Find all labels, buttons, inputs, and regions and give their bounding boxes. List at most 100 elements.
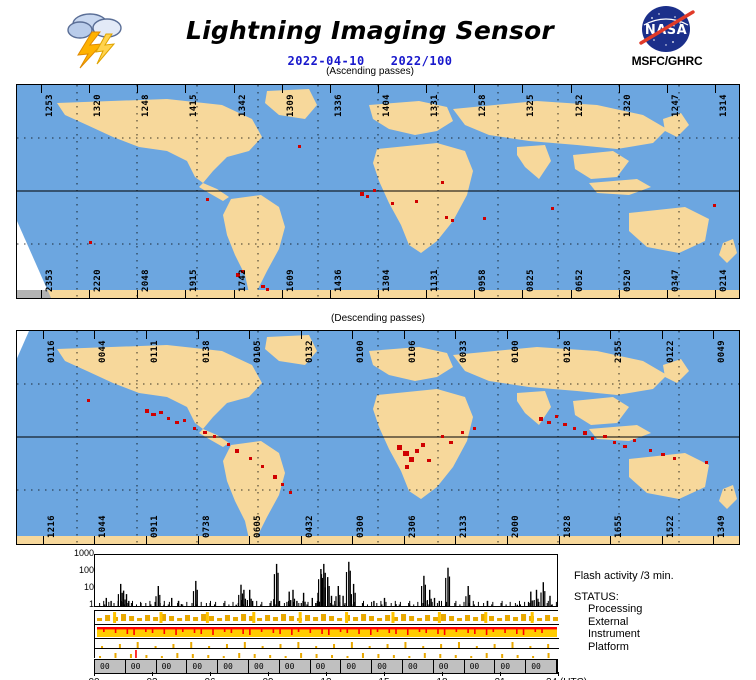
- status-panel[interactable]: [94, 610, 559, 658]
- orbit-time-label: 0911: [149, 515, 160, 538]
- flash-chart-y-axis: 1000 100 10 1: [50, 548, 94, 609]
- orbit-time-label: 0652: [574, 269, 585, 292]
- ascending-map-canvas: [17, 85, 739, 298]
- orbit-time-label: 1247: [670, 94, 681, 117]
- orbit-segment[interactable]: 00: [436, 660, 465, 673]
- status-row-processing: [95, 611, 559, 624]
- flash-activity-plot[interactable]: [94, 554, 558, 607]
- orbit-tick-mark: [137, 85, 139, 93]
- x-axis-label: 03: [146, 677, 157, 680]
- orbit-time-label: 1252: [574, 94, 585, 117]
- orbit-segment[interactable]: 00: [343, 660, 373, 673]
- orbit-segment[interactable]: 00: [497, 660, 527, 673]
- orbit-segment[interactable]: 00: [313, 660, 342, 673]
- status-row-external: [95, 625, 559, 638]
- orbit-time-label: 2000: [510, 515, 521, 538]
- orbit-time-label: 1304: [382, 269, 392, 292]
- x-axis-label: 18: [436, 677, 447, 680]
- orbit-tick-mark: [145, 536, 147, 544]
- orbit-time-label: 0100: [510, 340, 521, 363]
- chart-legend: Flash activity /3 min. STATUS: Processin…: [574, 570, 754, 653]
- orbit-tick-mark: [185, 290, 187, 298]
- thunderstorm-icon: [67, 13, 122, 69]
- orbit-time-label: 1320: [93, 94, 104, 117]
- orbit-segment[interactable]: 00: [128, 660, 157, 673]
- orbit-time-label: 0347: [670, 269, 681, 292]
- orbit-tick-mark: [197, 331, 199, 339]
- orbit-tick-mark: [713, 331, 715, 339]
- orbit-segment[interactable]: 00: [528, 660, 557, 673]
- legend-flash-label: Flash activity /3 min.: [574, 570, 674, 582]
- page-header: Lightning Imaging Sensor 2022-04-10 2022/…: [0, 0, 756, 78]
- status-row-platform: [95, 649, 559, 658]
- orbit-time-label: 1342: [237, 94, 248, 117]
- ascending-map-graphic: [17, 85, 739, 298]
- x-axis-label: 09: [262, 677, 273, 680]
- orbit-segment[interactable]: 00: [282, 660, 311, 673]
- orbit-tick-mark: [610, 331, 612, 339]
- orbit-time-label: 0300: [356, 515, 367, 538]
- orbit-time-label: 0106: [407, 340, 418, 363]
- orbit-segment[interactable]: 00: [374, 660, 403, 673]
- orbit-time-label: 0128: [562, 340, 573, 363]
- orbit-time-label: 1320: [622, 94, 633, 117]
- orbit-time-label: 0138: [201, 340, 212, 363]
- day-of-year: 2022/100: [390, 54, 453, 68]
- date-bar: 2022-04-10 2022/100: [150, 52, 590, 70]
- flash-activity-chart-block: 1000 100 10 1 00 00 00 00 00 00 00 00 00 00 00 00 00 00 0…: [0, 548, 756, 680]
- orbit-tick-mark: [300, 331, 302, 339]
- orbit-time-label: 1436: [333, 269, 344, 292]
- orbit-segment[interactable]: 00: [467, 660, 496, 673]
- orbit-tick-mark: [249, 331, 251, 339]
- flash-chart-y-tick: 10: [83, 582, 94, 592]
- status-divider-1: [95, 624, 559, 625]
- x-axis-label: 06: [204, 677, 215, 680]
- flash-chart-y-tick: 100: [78, 565, 94, 575]
- orbit-tick-mark: [426, 85, 428, 93]
- orbit-time-label: 1742: [237, 269, 248, 292]
- orbit-time-label: 1655: [614, 515, 625, 538]
- orbit-time-label: 1314: [718, 94, 729, 117]
- flash-chart-y-tick: 1000: [73, 548, 94, 558]
- orbit-segment[interactable]: 00: [159, 660, 188, 673]
- orbit-segment[interactable]: 00: [405, 660, 434, 673]
- orbit-time-label: 2306: [407, 515, 418, 538]
- orbit-tick-mark: [41, 290, 43, 298]
- orbit-tick-mark: [94, 536, 96, 544]
- orbit-time-label: 1258: [478, 94, 489, 117]
- orbit-time-label: 1131: [430, 269, 441, 292]
- orbit-tick-mark: [281, 290, 283, 298]
- ascending-pass-caption: (Ascending passes): [326, 66, 414, 77]
- orbit-tick-mark: [570, 85, 572, 93]
- orbit-tick-mark: [455, 331, 457, 339]
- orbit-segment[interactable]: 00: [251, 660, 280, 673]
- orbit-time-label: 0214: [718, 269, 729, 292]
- orbit-time-label: 1522: [665, 515, 676, 538]
- orbit-tick-mark: [185, 85, 187, 93]
- processing-status-series: [95, 611, 559, 624]
- orbit-segment[interactable]: 00: [97, 660, 126, 673]
- orbit-tick-mark: [666, 290, 668, 298]
- orbit-tick-mark: [89, 85, 91, 93]
- orbit-tick-mark: [506, 536, 508, 544]
- descending-pass-caption: (Descending passes): [331, 313, 425, 324]
- orbit-tick-mark: [197, 536, 199, 544]
- descending-map-canvas: [17, 331, 739, 544]
- ascending-passes-map[interactable]: [16, 84, 740, 299]
- orbit-tick-mark: [403, 536, 405, 544]
- orbit-time-label: 1253: [45, 94, 56, 117]
- orbit-time-label: 1044: [98, 515, 109, 538]
- orbit-time-label: 0520: [622, 269, 633, 292]
- x-axis-label: 24 (UTC): [546, 677, 587, 680]
- orbit-time-label: 0605: [253, 515, 264, 538]
- descending-passes-map[interactable]: [16, 330, 740, 545]
- x-axis-label: 00: [88, 677, 99, 680]
- legend-item-platform: Platform: [588, 640, 629, 653]
- orbit-time-label: 1216: [46, 515, 57, 538]
- flash-activity-series: [99, 561, 557, 606]
- orbit-tick-mark: [426, 290, 428, 298]
- descending-map-graphic: [17, 331, 739, 544]
- orbit-segment[interactable]: 00: [220, 660, 249, 673]
- orbit-segment[interactable]: 00: [189, 660, 219, 673]
- orbit-time-label: 1404: [382, 94, 392, 117]
